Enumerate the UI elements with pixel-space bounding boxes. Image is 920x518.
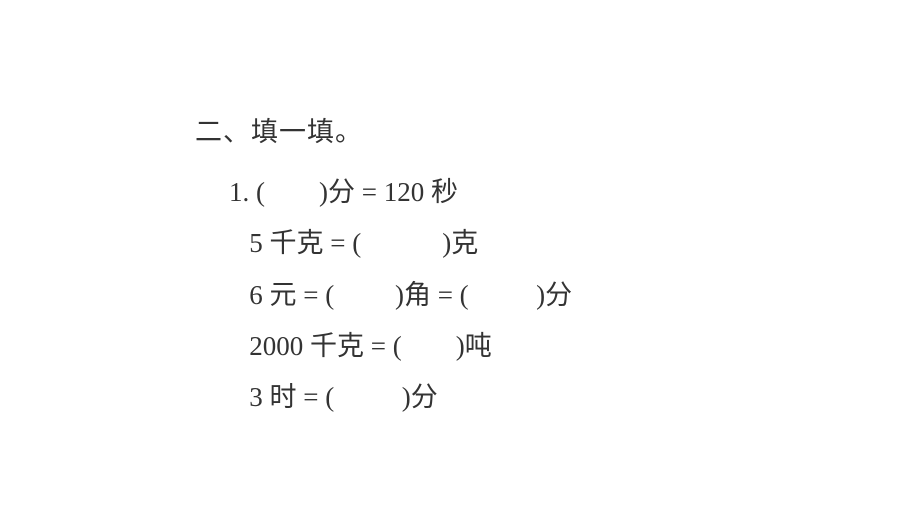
worksheet-content: 二、填一填。 1. ( )分 = 120 秒 5 千克 = ( )克 6 元 =… [195, 110, 572, 423]
section-title: 二、填一填。 [195, 110, 572, 149]
problem-line: 2000 千克 = ( )吨 [229, 321, 572, 372]
problem-line: 1. ( )分 = 120 秒 [229, 167, 572, 218]
problem-line: 5 千克 = ( )克 [229, 218, 572, 269]
problem-block: 1. ( )分 = 120 秒 5 千克 = ( )克 6 元 = ( )角 =… [195, 167, 572, 423]
problem-line: 3 时 = ( )分 [229, 372, 572, 423]
problem-line: 6 元 = ( )角 = ( )分 [229, 270, 572, 321]
